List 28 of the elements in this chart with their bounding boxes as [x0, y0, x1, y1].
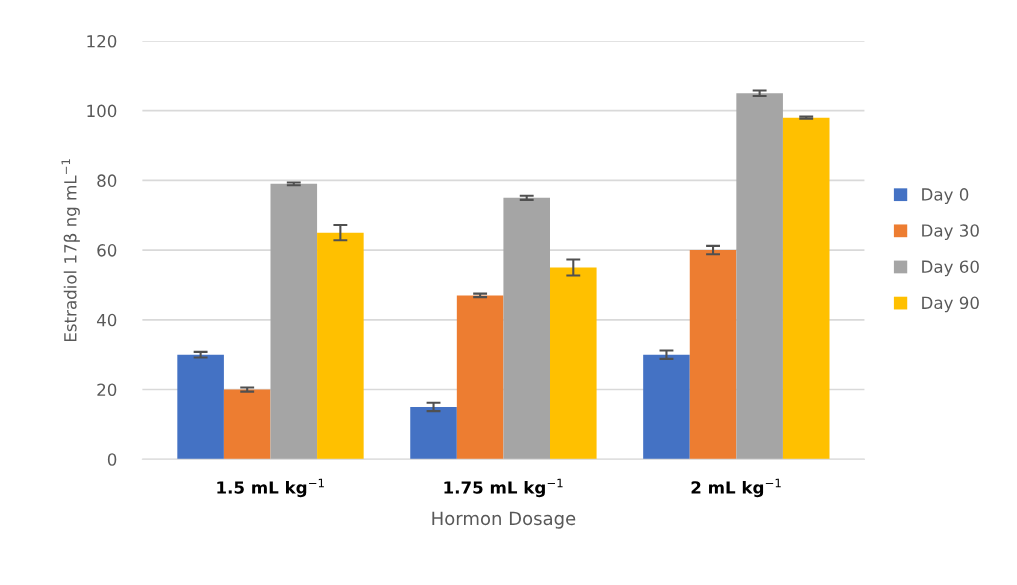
legend-label: Day 30 — [922, 224, 979, 241]
bar — [736, 93, 783, 460]
x-axis-title: Hormon Dosage — [432, 511, 576, 529]
y-tick-label: 100 — [87, 104, 117, 118]
y-tick-label: 60 — [97, 244, 117, 257]
legend-label: Day 0 — [922, 188, 969, 204]
x-tick-label: 1.75 mL kg$^{−1}$ — [444, 478, 563, 498]
y-tick-label: 80 — [97, 174, 117, 187]
bar — [550, 267, 597, 460]
bar — [177, 354, 224, 460]
x-tick-label: 2 mL kg$^{−1}$ — [691, 478, 781, 498]
bar — [270, 183, 318, 460]
legend-label: Day 90 — [922, 296, 979, 313]
x-tick-label: 1.5 mL kg$^{−1}$ — [217, 478, 324, 498]
bar — [223, 389, 271, 460]
bar — [503, 197, 550, 460]
bar — [317, 232, 364, 460]
bar — [689, 250, 737, 460]
y-tick-label: 120 — [87, 34, 117, 48]
bar — [643, 354, 690, 460]
bar — [410, 406, 457, 460]
y-tick-label: 0 — [107, 453, 117, 466]
bar — [782, 117, 830, 460]
y-tick-label: 20 — [97, 383, 117, 397]
y-axis-title: Estradiol 17β ng mL$^{−1}$ — [61, 159, 80, 342]
bar — [456, 295, 504, 460]
y-tick-label: 40 — [96, 313, 117, 327]
legend-label: Day 60 — [922, 260, 979, 277]
